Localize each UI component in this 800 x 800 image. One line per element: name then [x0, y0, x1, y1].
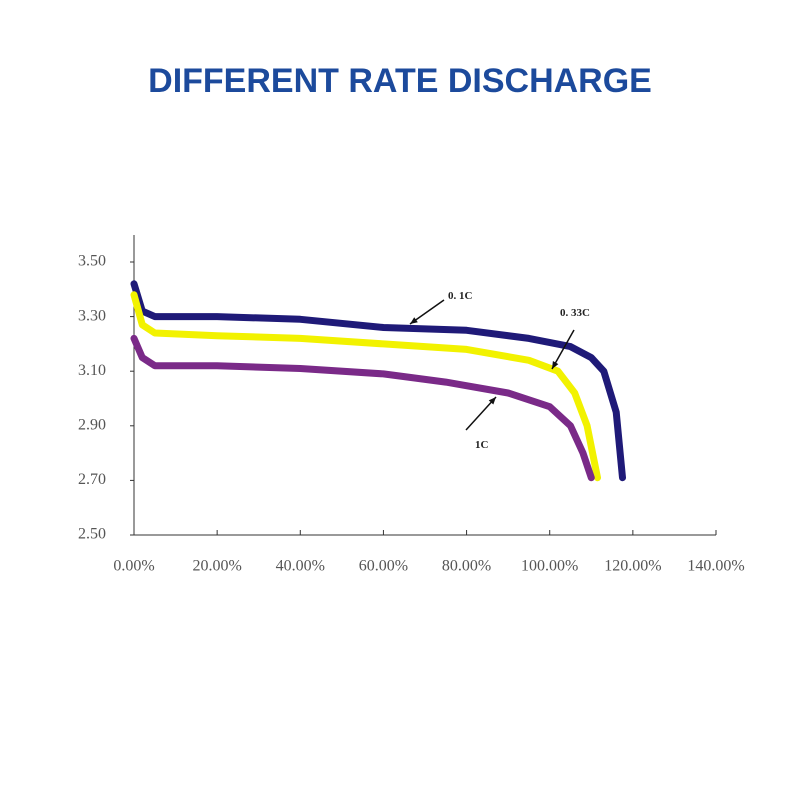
series-line: [130, 334, 595, 482]
x-tick-label: 40.00%: [276, 558, 325, 575]
y-tick-label: 3.10: [78, 362, 106, 379]
arrow-head: [410, 317, 418, 324]
series-label: 1C: [475, 439, 489, 451]
y-tick-label: 2.50: [78, 526, 106, 543]
y-tick-label: 2.70: [78, 471, 106, 488]
x-tick-label: 140.00%: [687, 558, 744, 575]
arrow-head: [552, 361, 559, 369]
x-tick-label: 60.00%: [359, 558, 408, 575]
y-tick-label: 2.90: [78, 416, 106, 433]
y-tick-label: 3.30: [78, 307, 106, 324]
x-tick-label: 20.00%: [192, 558, 241, 575]
x-tick-label: 0.00%: [113, 558, 154, 575]
series-line: [130, 291, 601, 482]
series-label: 0. 33C: [560, 307, 590, 319]
y-tick-label: 3.50: [78, 253, 106, 270]
x-tick-label: 120.00%: [604, 558, 661, 575]
x-tick-label: 100.00%: [521, 558, 578, 575]
series-label: 0. 1C: [448, 290, 473, 302]
chart-title: DIFFERENT RATE DISCHARGE: [148, 62, 652, 100]
annotation-arrow: [551, 329, 575, 370]
series-line: [130, 280, 626, 482]
x-tick-label: 80.00%: [442, 558, 491, 575]
arrow-head: [488, 397, 496, 405]
annotation-arrow: [465, 396, 497, 431]
